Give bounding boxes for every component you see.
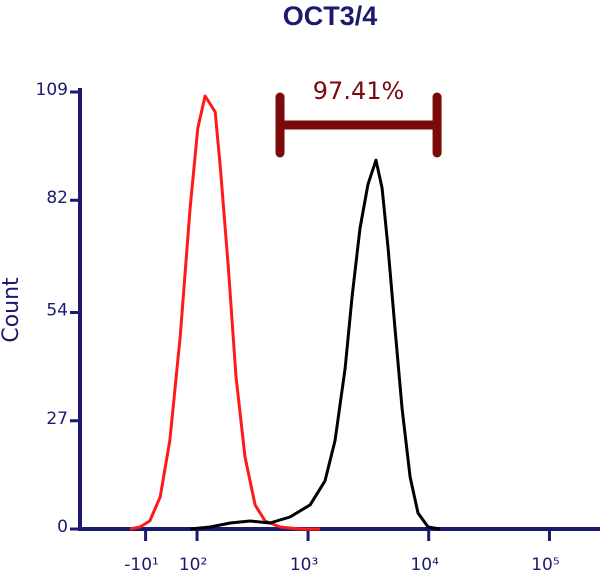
x-tick-label: 10⁵: [531, 555, 559, 575]
histogram-line: [189, 158, 441, 531]
y-tick-label: 109: [36, 80, 68, 100]
histogram-line: [129, 94, 321, 531]
x-tick-label: 10²: [179, 555, 207, 575]
y-axis-label: Count: [0, 277, 24, 343]
chart-title: OCT3/4: [283, 1, 378, 31]
gate-label: 97.41%: [313, 77, 405, 105]
x-tick-label: 10⁴: [410, 555, 439, 575]
x-tick-label: 10³: [290, 555, 318, 575]
y-tick-label: 27: [46, 409, 68, 429]
x-tick-label: -10¹: [124, 555, 159, 575]
y-tick-label: 0: [57, 517, 68, 537]
y-tick-label: 54: [46, 301, 68, 321]
y-tick-label: 82: [46, 188, 68, 208]
